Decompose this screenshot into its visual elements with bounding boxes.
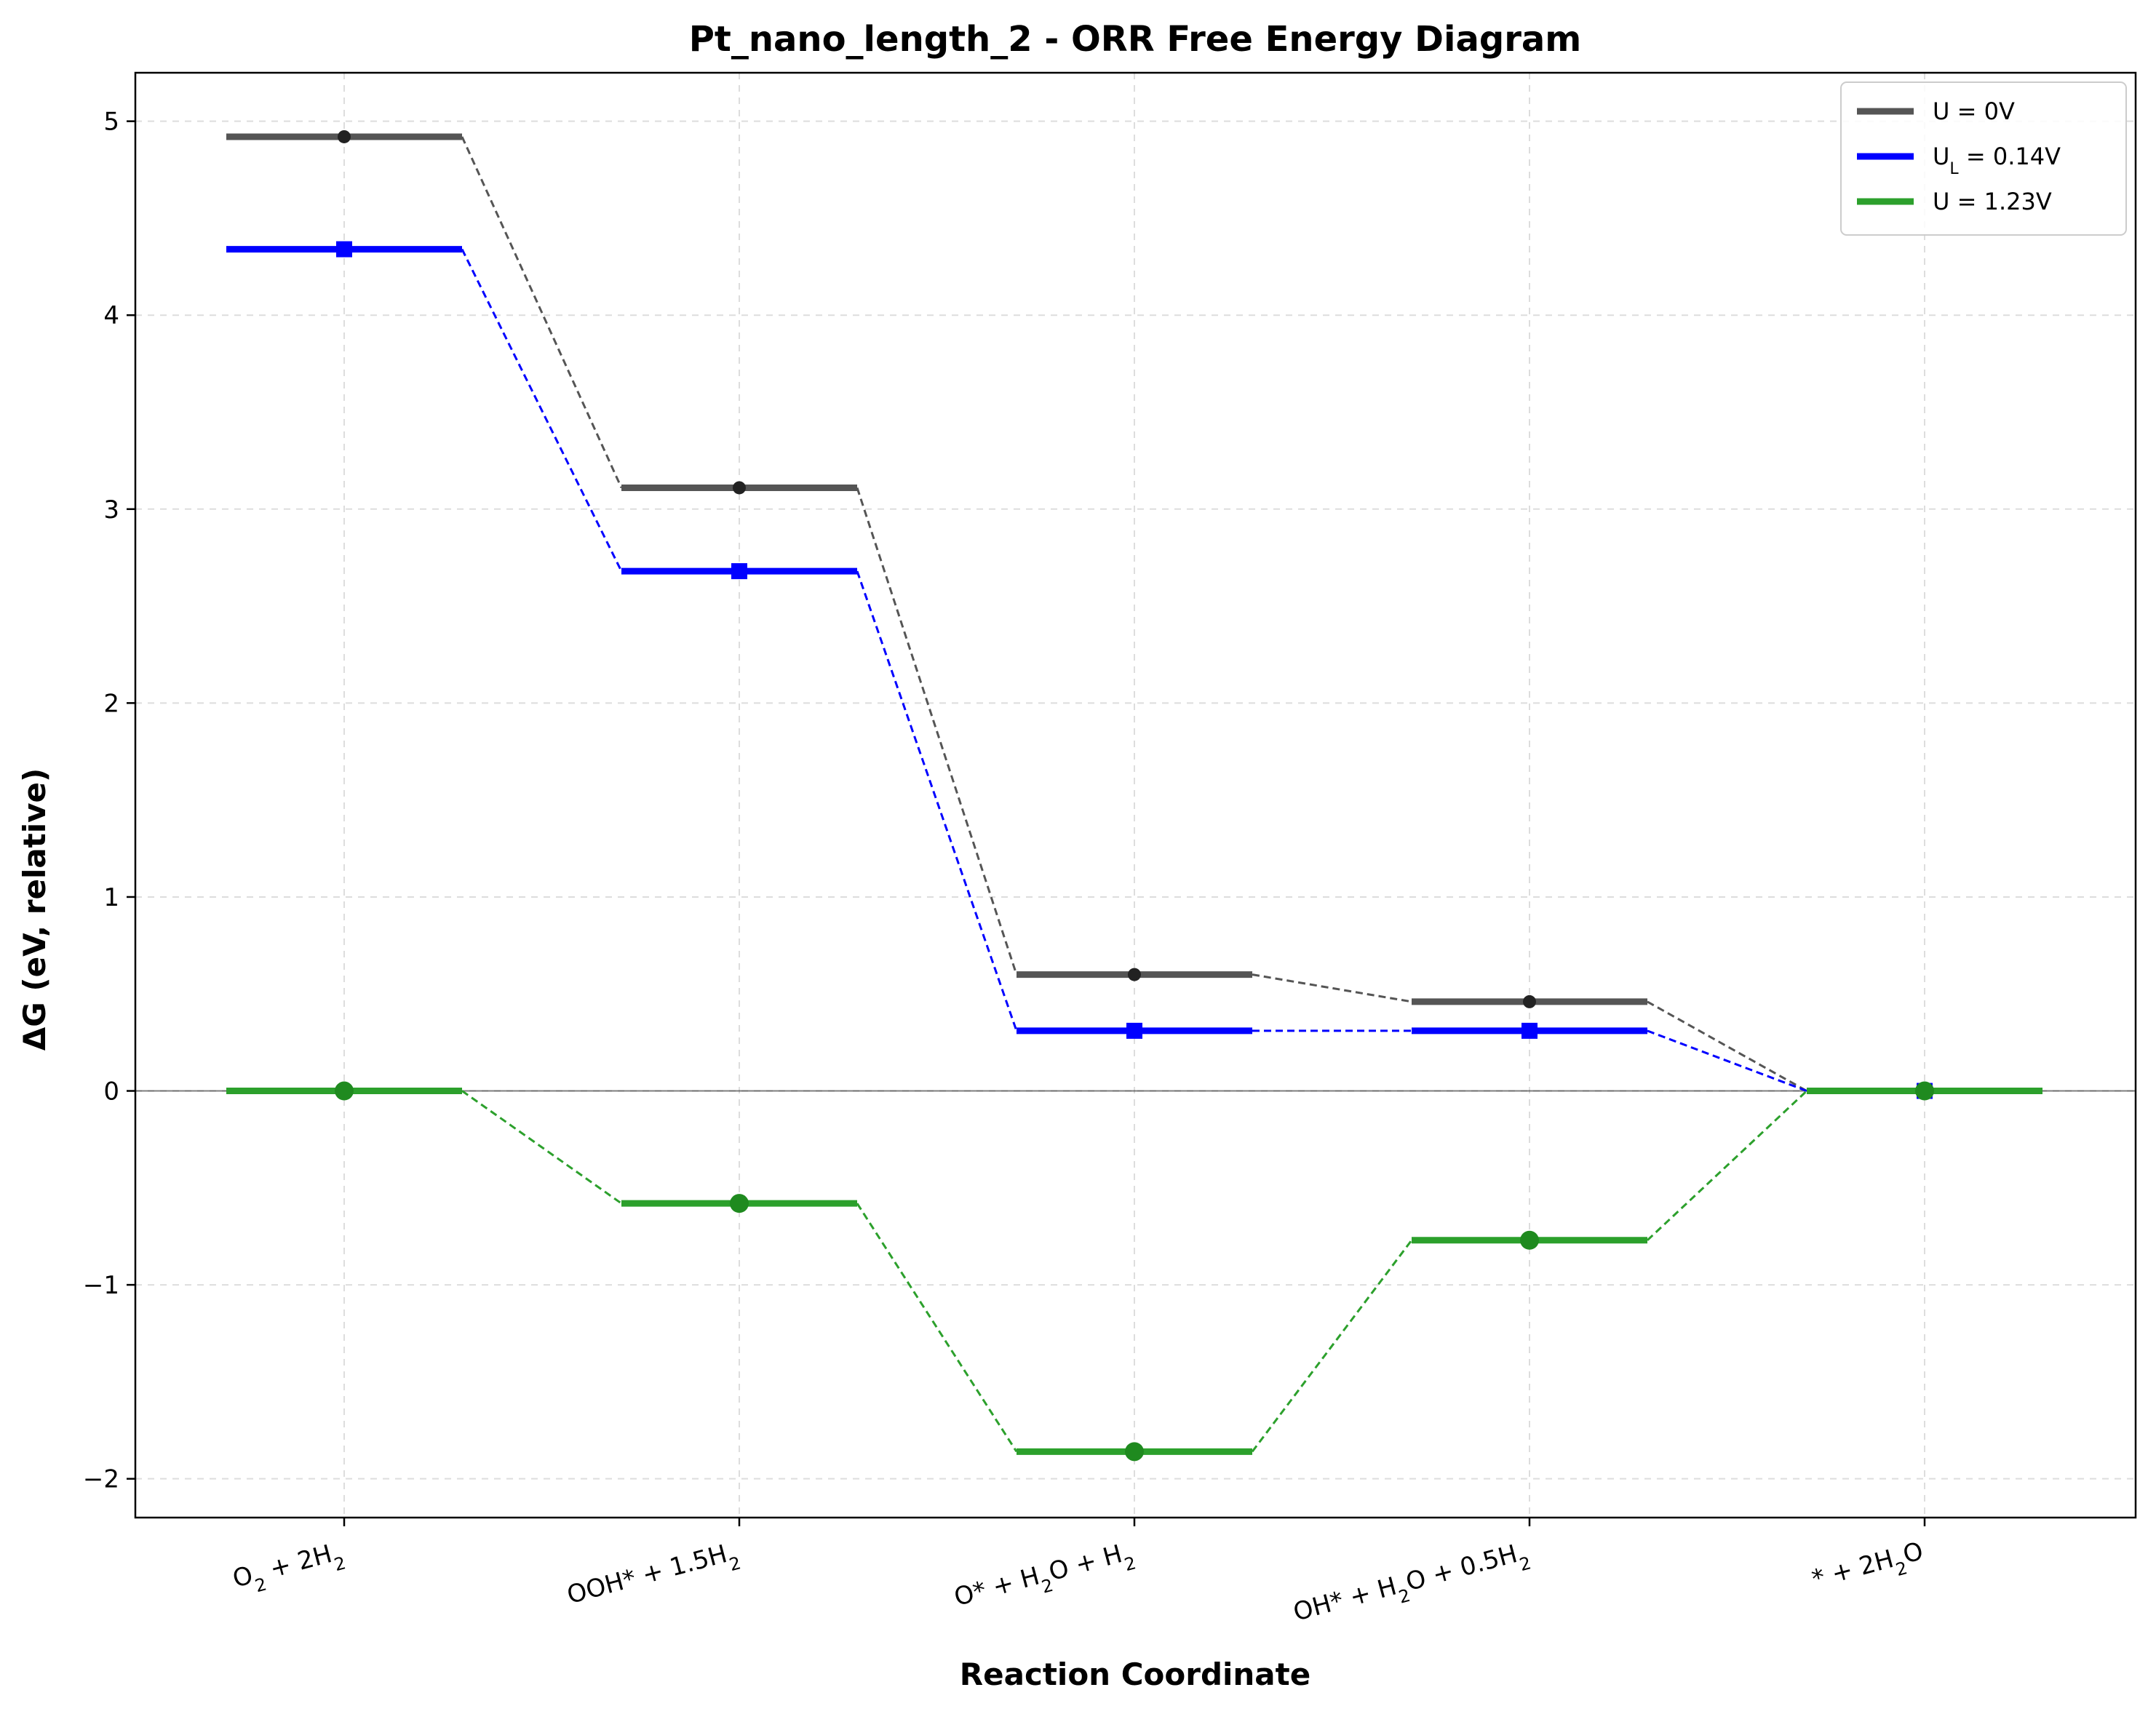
y-tick-label: 1	[103, 883, 119, 912]
y-tick-label: 4	[103, 301, 119, 330]
series-connector	[1647, 1029, 1807, 1092]
legend: U = 0V UL = 0.14V U = 1.23V	[1840, 81, 2127, 236]
y-tick-label: 3	[103, 495, 119, 525]
data-point	[733, 481, 746, 495]
data-point	[1521, 1022, 1538, 1039]
series-connector	[1251, 1239, 1413, 1453]
legend-frame	[1840, 81, 2127, 236]
legend-label: U = 1.23V	[1933, 188, 2052, 215]
y-axis-ticks: −2 −1 0 1 2 3 4 5	[83, 108, 135, 1494]
series-connector	[1647, 1000, 1807, 1092]
series-connector	[1252, 973, 1412, 1003]
data-point	[1520, 1230, 1539, 1250]
grid-lines	[135, 73, 2136, 1518]
x-axis-label: Reaction Coordinate	[960, 1657, 1310, 1692]
y-tick-label: 0	[103, 1077, 119, 1107]
series-connector	[856, 487, 1018, 976]
data-point	[1523, 994, 1536, 1008]
legend-label: U = 0V	[1933, 97, 2015, 125]
series-3	[226, 1081, 2042, 1462]
data-point	[730, 1194, 749, 1213]
legend-label: UL = 0.14V	[1933, 143, 2061, 178]
y-tick-label: −1	[83, 1271, 119, 1300]
series-connector	[461, 136, 623, 489]
plot-frame	[134, 71, 2137, 1519]
y-tick-label: 2	[103, 689, 119, 718]
y-tick-label: −2	[83, 1465, 119, 1494]
series-connector	[856, 1203, 1018, 1453]
data-point	[1126, 1022, 1142, 1039]
chart-title: Pt_nano_length_2 - ORR Free Energy Diagr…	[689, 19, 1582, 60]
y-tick-label: 5	[103, 108, 119, 137]
series-connector	[461, 248, 623, 572]
series-group	[226, 129, 2042, 1462]
data-point	[336, 241, 352, 258]
data-point	[338, 129, 351, 143]
y-axis-label: ΔG (eV, relative)	[17, 768, 52, 1051]
data-point	[731, 563, 747, 580]
data-point	[1128, 968, 1141, 981]
data-point	[1915, 1081, 1934, 1101]
data-point	[1125, 1442, 1144, 1462]
series-connector	[461, 1090, 622, 1205]
data-point	[335, 1081, 354, 1101]
series-connector	[1646, 1090, 1808, 1241]
